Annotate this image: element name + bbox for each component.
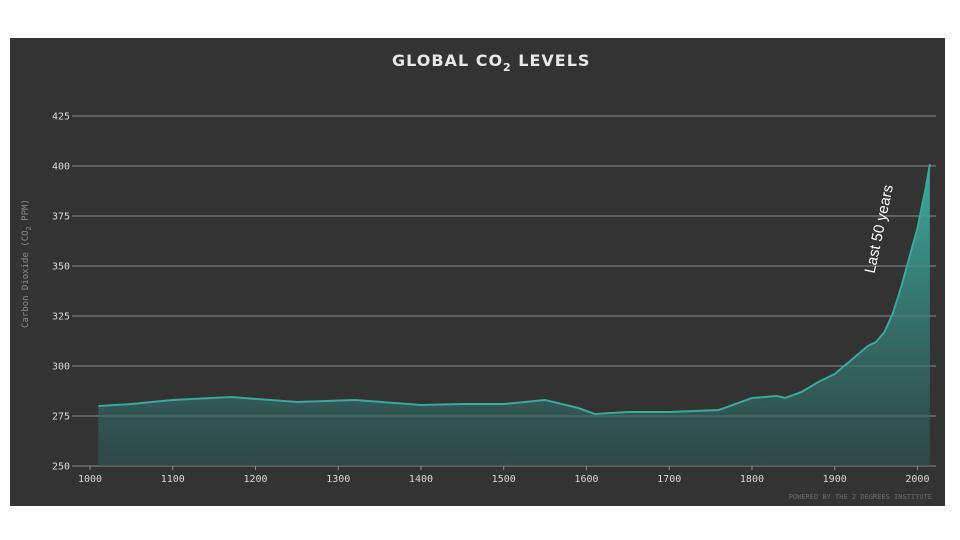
x-tick-label-1000: 1000 — [78, 474, 102, 485]
x-tick-label-1800: 1800 — [740, 474, 764, 485]
x-tick-label-1200: 1200 — [243, 474, 267, 485]
y-tick-label-375: 375 — [52, 212, 70, 223]
area-fill-series-0 — [98, 164, 930, 466]
chart-title: GLOBAL CO2 LEVELS — [392, 51, 590, 74]
y-tick-label-425: 425 — [52, 112, 70, 123]
x-tick-label-1700: 1700 — [657, 474, 681, 485]
y-axis-label: Carbon Dioxide (CO2 PPM) — [21, 199, 33, 328]
x-tick-label-1600: 1600 — [574, 474, 598, 485]
chart-panel: 250 275 300 325 350 375 400 425 1000 1100 1200 1300… — [10, 38, 945, 506]
y-tick-label-300: 300 — [52, 362, 70, 373]
x-tick-label-1400: 1400 — [409, 474, 433, 485]
y-tick-label-325: 325 — [52, 312, 70, 323]
x-tick-label-1300: 1300 — [326, 474, 350, 485]
x-tick-label-2000: 2000 — [905, 474, 929, 485]
y-tick-label-275: 275 — [52, 412, 70, 423]
y-tick-label-250: 250 — [52, 462, 70, 473]
x-tick-label-1900: 1900 — [823, 474, 847, 485]
annotation-last-50-years: Last 50 years — [862, 183, 897, 275]
area-line-series-0 — [98, 163, 931, 416]
co2-chart: 250 275 300 325 350 375 400 425 1000 1100 1200 1300… — [21, 51, 936, 501]
x-tick-label-1500: 1500 — [492, 474, 516, 485]
y-tick-label-350: 350 — [52, 262, 70, 273]
x-tick-label-1100: 1100 — [161, 474, 185, 485]
y-tick-label-400: 400 — [52, 162, 70, 173]
credit-text: POWERED BY THE 2 DEGREES INSTITUTE — [789, 493, 932, 501]
